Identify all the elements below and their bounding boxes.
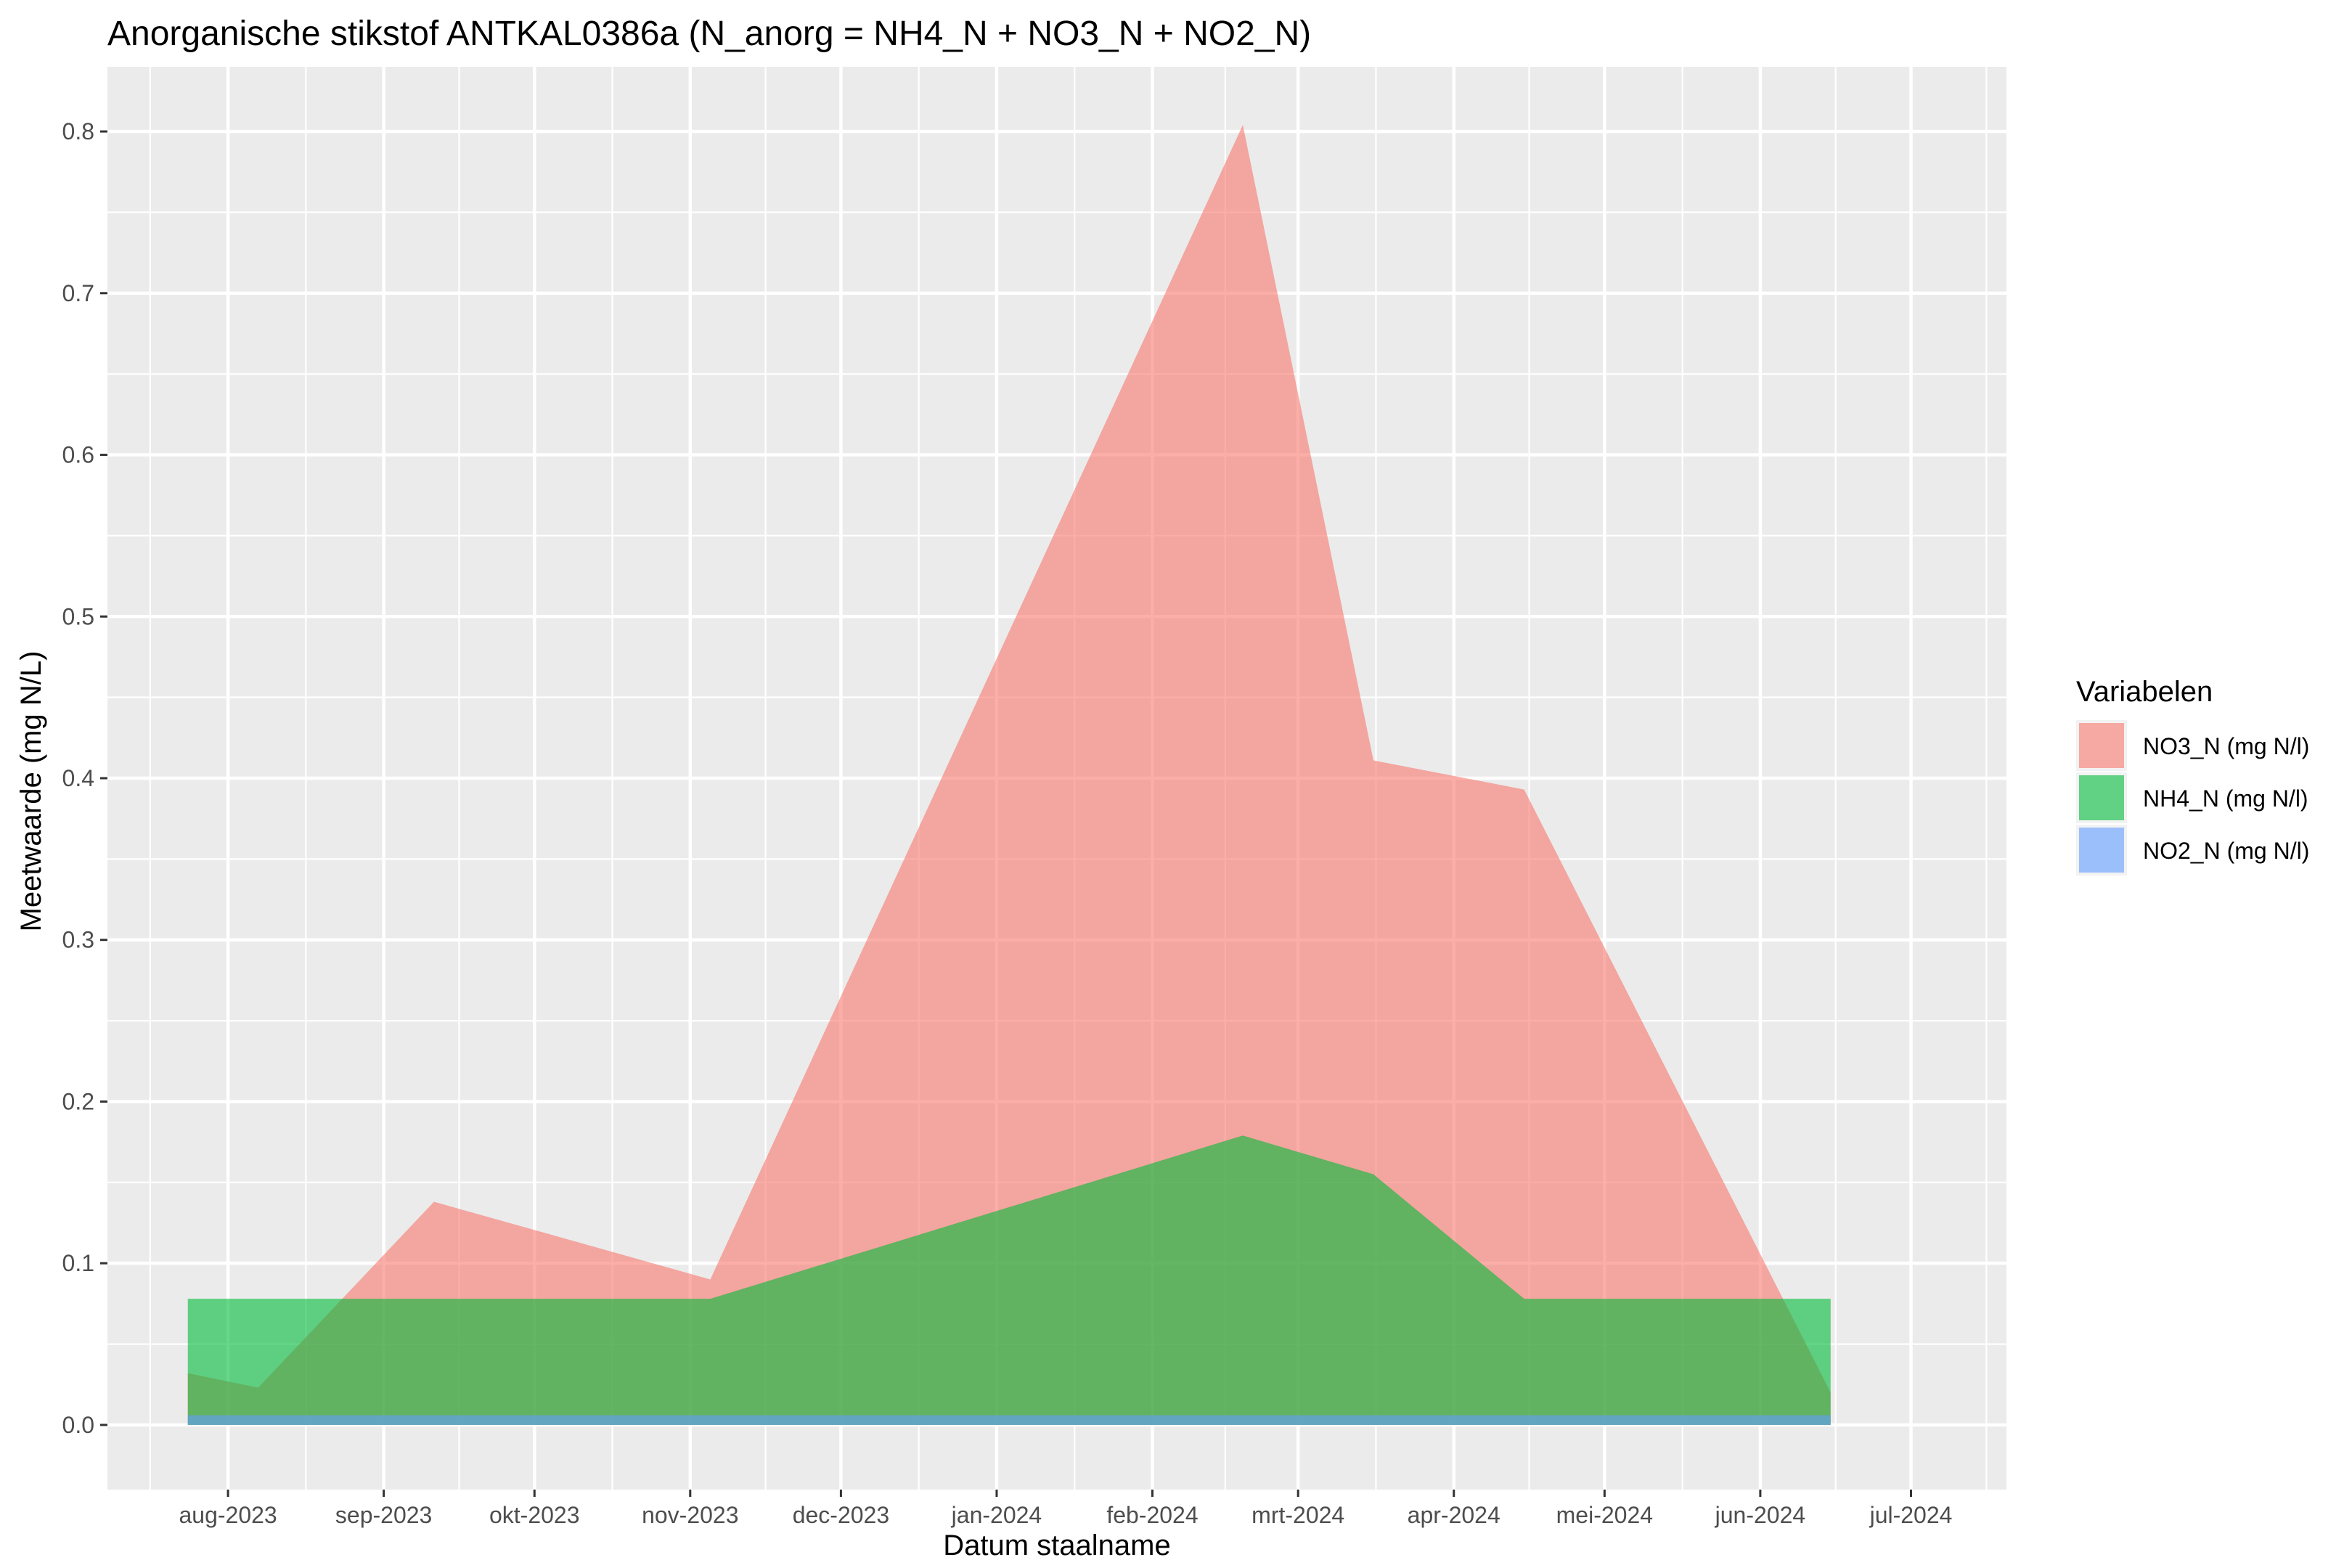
x-axis: aug-2023 sep-2023 okt-2023 nov-2023 dec-2023… [179, 1490, 1952, 1528]
y-tick-label: 0.5 [62, 603, 94, 629]
y-axis: 0.0 0.1 0.2 0.3 0.4 0.5 0.6 0.7 0.8 [62, 118, 107, 1438]
x-tick-label: jan-2024 [951, 1502, 1042, 1528]
y-tick-label: 0.4 [62, 765, 94, 791]
legend-items: NO3_N (mg N/l) NH4_N (mg N/l) NO2_N (mg N/… [2076, 720, 2309, 875]
legend: Variabelen NO3_N (mg N/l)NH4_N (mg N/l)N… [2076, 676, 2309, 875]
x-tick-label: okt-2023 [489, 1502, 580, 1528]
y-tick-label: 0.0 [62, 1412, 94, 1438]
x-tick-label: nov-2023 [642, 1502, 738, 1528]
legend-label: NO2_N (mg N/l) [2143, 838, 2309, 864]
x-axis-title: Datum staalname [943, 1530, 1170, 1561]
area-layer [187, 125, 1831, 1425]
x-tick-label: aug-2023 [179, 1502, 277, 1528]
legend-label: NH4_N (mg N/l) [2143, 785, 2308, 812]
legend-title: Variabelen [2076, 676, 2213, 708]
legend-label: NO3_N (mg N/l) [2143, 733, 2309, 759]
legend-swatch [2079, 828, 2124, 873]
x-tick-label: feb-2024 [1106, 1502, 1198, 1528]
y-tick-label: 0.1 [62, 1250, 94, 1276]
y-axis-title: Meetwaarde (mg N/L) [15, 651, 47, 932]
x-tick-label: apr-2024 [1408, 1502, 1500, 1528]
y-tick-label: 0.7 [62, 280, 94, 306]
legend-swatch [2079, 775, 2124, 820]
x-tick-label: sep-2023 [335, 1502, 432, 1528]
x-tick-label: jun-2024 [1715, 1502, 1806, 1528]
x-tick-label: mei-2024 [1556, 1502, 1653, 1528]
x-tick-label: mrt-2024 [1251, 1502, 1344, 1528]
y-tick-label: 0.2 [62, 1088, 94, 1114]
y-tick-label: 0.8 [62, 118, 94, 144]
legend-swatch [2079, 723, 2124, 768]
x-tick-label: jul-2024 [1869, 1502, 1953, 1528]
area-series-0 [187, 125, 1831, 1425]
chart-title: Anorganische stikstof ANTKAL0386a (N_ano… [107, 15, 1311, 53]
area-series-1 [187, 1135, 1831, 1425]
area-series-2 [187, 1415, 1831, 1425]
y-tick-label: 0.6 [62, 442, 94, 468]
x-tick-label: dec-2023 [793, 1502, 889, 1528]
y-tick-label: 0.3 [62, 927, 94, 953]
